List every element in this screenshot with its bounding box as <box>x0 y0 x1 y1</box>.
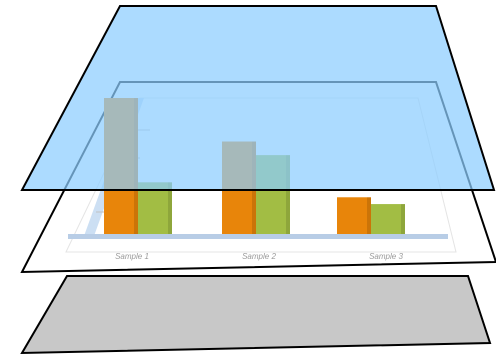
bar-shade-series2-cat3 <box>401 204 405 234</box>
bar-series2-cat3 <box>371 204 405 234</box>
x-axis-line <box>68 234 448 239</box>
bar-shade-series2-cat1 <box>168 182 172 234</box>
bar-series1-cat3 <box>337 197 371 234</box>
bar-shade-series1-cat3 <box>367 197 371 234</box>
base-layer <box>20 275 492 355</box>
category-label-1: Sample 1 <box>115 252 149 261</box>
overlay-layer <box>20 5 496 191</box>
bar-shade-series2-cat2 <box>286 155 290 234</box>
category-label-2: Sample 2 <box>242 252 276 261</box>
category-label-3: Sample 3 <box>369 252 403 261</box>
